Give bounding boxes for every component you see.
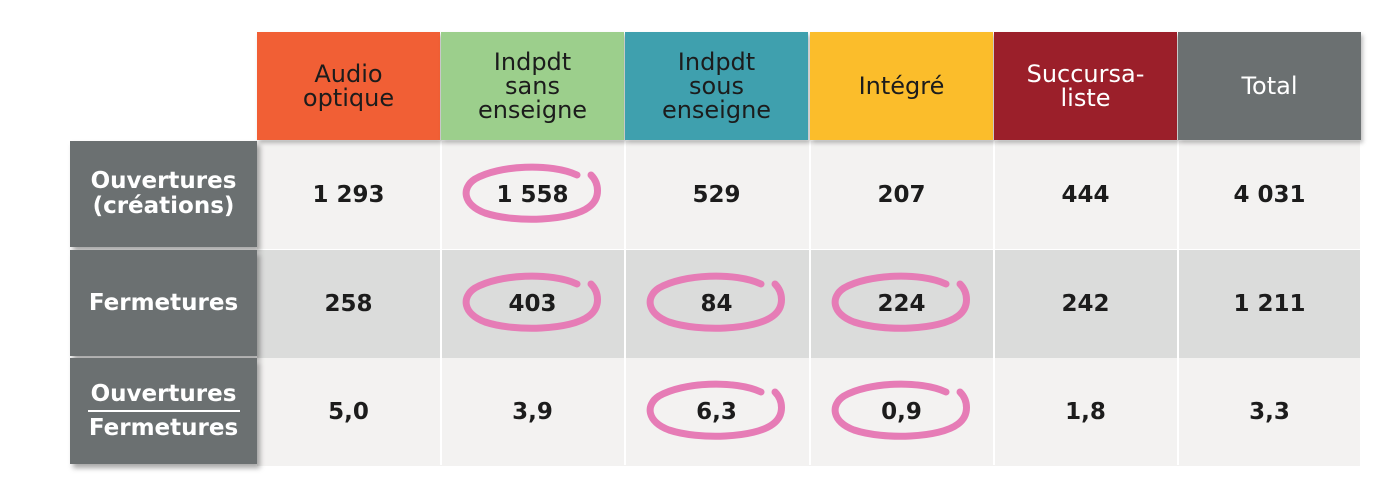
column-divider (624, 141, 626, 465)
row-header: Fermetures (70, 250, 257, 356)
fraction-bar (87, 409, 240, 412)
ratio-denominator: Fermetures (88, 414, 239, 441)
table-cell: 403 (508, 291, 557, 317)
table-cell: 224 (877, 291, 926, 317)
highlight-circle (462, 163, 601, 223)
row-header: Ouvertures Fermetures (70, 358, 257, 464)
highlight-circle (462, 272, 601, 332)
table-cell: 5,0 (328, 399, 369, 425)
ratio-numerator: Ouvertures (90, 380, 237, 407)
table-cell: 4 031 (1233, 182, 1306, 208)
table-cell: 3,9 (512, 399, 553, 425)
table-cell: 1 293 (312, 182, 385, 208)
column-divider (1177, 141, 1179, 465)
table-cell: 207 (877, 182, 926, 208)
table-cell: 1 211 (1233, 291, 1306, 317)
table-cell: 3,3 (1249, 399, 1290, 425)
table-cell: 1,8 (1065, 399, 1106, 425)
table-cell: 84 (700, 291, 733, 317)
table-cell: 529 (692, 182, 741, 208)
table-cell: 444 (1061, 182, 1110, 208)
column-divider (440, 141, 442, 465)
column-header: Indpdt sous enseigne (625, 32, 808, 140)
highlight-circle (831, 380, 970, 440)
column-divider (993, 141, 995, 465)
table-cell: 6,3 (696, 399, 737, 425)
column-divider (809, 141, 811, 465)
ratio-label: Ouvertures Fermetures (87, 380, 240, 441)
column-header: Audio optique (257, 32, 440, 140)
column-header: Indpdt sans enseigne (441, 32, 624, 140)
row-header: Ouvertures (créations) (70, 141, 257, 247)
highlight-circle (646, 272, 785, 332)
column-header: Succursa- liste (994, 32, 1177, 140)
column-header: Total (1178, 32, 1361, 140)
table-cell: 1 558 (496, 182, 569, 208)
table-cell: 258 (324, 291, 373, 317)
column-header: Intégré (810, 32, 993, 140)
table-cell: 0,9 (881, 399, 922, 425)
table-cell: 242 (1061, 291, 1110, 317)
highlight-circle (831, 272, 970, 332)
highlight-circle (646, 380, 785, 440)
